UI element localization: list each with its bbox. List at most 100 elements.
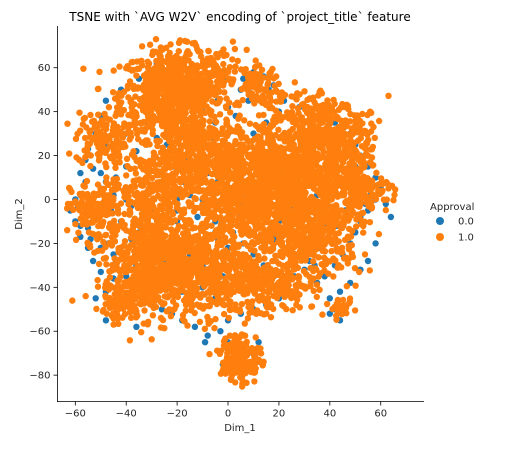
scatter-point-1 <box>245 169 253 176</box>
scatter-point-1 <box>317 191 324 198</box>
scatter-point-1 <box>147 108 155 115</box>
scatter-point-1 <box>349 131 356 138</box>
scatter-point-1 <box>212 315 219 323</box>
scatter-point-1 <box>216 226 224 233</box>
scatter-point-1 <box>166 49 173 57</box>
scatter-point-1 <box>146 41 154 48</box>
scatter-point-1 <box>199 290 206 298</box>
scatter-point-1 <box>64 120 71 127</box>
scatter-point-1 <box>210 170 217 178</box>
scatter-point-1 <box>142 209 150 217</box>
scatter-point-1 <box>207 111 215 119</box>
scatter-point-1 <box>129 226 136 233</box>
scatter-point-1 <box>259 212 266 219</box>
scatter-point-1 <box>239 96 246 104</box>
scatter-point-1 <box>235 215 242 223</box>
scatter-point-0-0 <box>102 97 110 104</box>
scatter-point-1 <box>249 216 257 223</box>
scatter-point-1 <box>109 221 117 228</box>
scatter-point-1 <box>66 150 73 157</box>
scatter-point-1 <box>207 159 215 166</box>
scatter-point-1 <box>172 169 180 176</box>
scatter-point-1 <box>169 298 177 305</box>
scatter-point-1 <box>144 273 151 280</box>
scatter-point-1 <box>167 279 174 286</box>
scatter-point-1 <box>170 83 177 90</box>
scatter-point-1 <box>126 211 133 218</box>
scatter-point-1 <box>190 179 198 186</box>
scatter-point-1 <box>164 122 171 129</box>
scatter-point-1 <box>157 73 164 80</box>
scatter-point-1 <box>137 177 144 185</box>
scatter-point-1 <box>91 217 99 224</box>
scatter-point-1 <box>106 153 114 161</box>
scatter-point-1 <box>148 336 155 343</box>
scatter-point-1 <box>188 99 195 107</box>
scatter-point-1 <box>121 256 128 263</box>
scatter-point-1 <box>272 222 279 230</box>
scatter-point-1 <box>152 36 160 43</box>
scatter-point-1 <box>169 179 176 187</box>
scatter-point-1 <box>347 110 354 118</box>
scatter-point-1 <box>164 273 171 280</box>
scatter-point-1 <box>328 247 335 255</box>
scatter-point-0-0 <box>387 213 395 221</box>
scatter-point-1 <box>307 201 314 208</box>
scatter-point-1 <box>99 188 106 195</box>
scatter-point-1 <box>198 265 205 272</box>
scatter-point-1 <box>102 243 109 251</box>
scatter-point-1 <box>308 239 315 246</box>
scatter-point-1 <box>260 194 267 201</box>
scatter-point-1 <box>196 98 204 105</box>
scatter-point-1 <box>151 272 158 279</box>
scatter-point-1 <box>149 212 157 219</box>
scatter-point-1 <box>187 175 194 182</box>
scatter-point-0-0 <box>191 323 199 330</box>
scatter-point-1 <box>191 194 198 202</box>
scatter-point-1 <box>156 83 163 91</box>
scatter-point-1 <box>337 223 344 231</box>
scatter-point-1 <box>264 172 272 179</box>
scatter-point-1 <box>82 154 89 161</box>
scatter-point-1 <box>85 194 92 201</box>
scatter-point-1 <box>83 177 91 185</box>
scatter-point-1 <box>76 190 84 198</box>
scatter-point-1 <box>166 111 174 118</box>
scatter-point-1 <box>145 318 152 325</box>
scatter-point-1 <box>177 143 184 150</box>
scatter-point-1 <box>371 134 378 142</box>
scatter-point-1 <box>162 163 170 170</box>
scatter-point-1 <box>116 159 123 166</box>
scatter-point-1 <box>196 318 204 325</box>
scatter-point-1 <box>301 153 309 160</box>
scatter-point-1 <box>102 254 110 262</box>
scatter-point-1 <box>161 112 168 119</box>
scatter-point-1 <box>246 197 253 205</box>
scatter-point-1 <box>272 131 279 139</box>
scatter-point-1 <box>246 120 254 127</box>
scatter-point-1 <box>118 250 125 258</box>
scatter-point-1 <box>184 300 191 307</box>
scatter-point-1 <box>157 314 165 322</box>
scatter-point-1 <box>235 209 242 216</box>
scatter-point-1 <box>130 218 137 225</box>
scatter-point-1 <box>186 138 193 145</box>
scatter-point-1 <box>110 67 117 74</box>
chart-title: TSNE with `AVG W2V` encoding of `project… <box>68 10 410 24</box>
scatter-point-1 <box>127 97 135 104</box>
scatter-point-1 <box>175 279 183 287</box>
scatter-point-1 <box>348 250 356 257</box>
scatter-point-1 <box>250 157 257 164</box>
scatter-point-1 <box>266 162 273 169</box>
scatter-point-0-0 <box>97 268 105 276</box>
scatter-point-1 <box>138 139 146 146</box>
scatter-point-1 <box>363 139 370 146</box>
scatter-point-1 <box>208 222 215 229</box>
scatter-point-1 <box>81 114 89 122</box>
scatter-point-1 <box>308 160 315 167</box>
scatter-point-1 <box>85 209 93 216</box>
scatter-point-1 <box>332 221 339 228</box>
scatter-point-1 <box>269 245 277 252</box>
scatter-point-1 <box>186 267 194 274</box>
scatter-point-1 <box>278 188 285 195</box>
